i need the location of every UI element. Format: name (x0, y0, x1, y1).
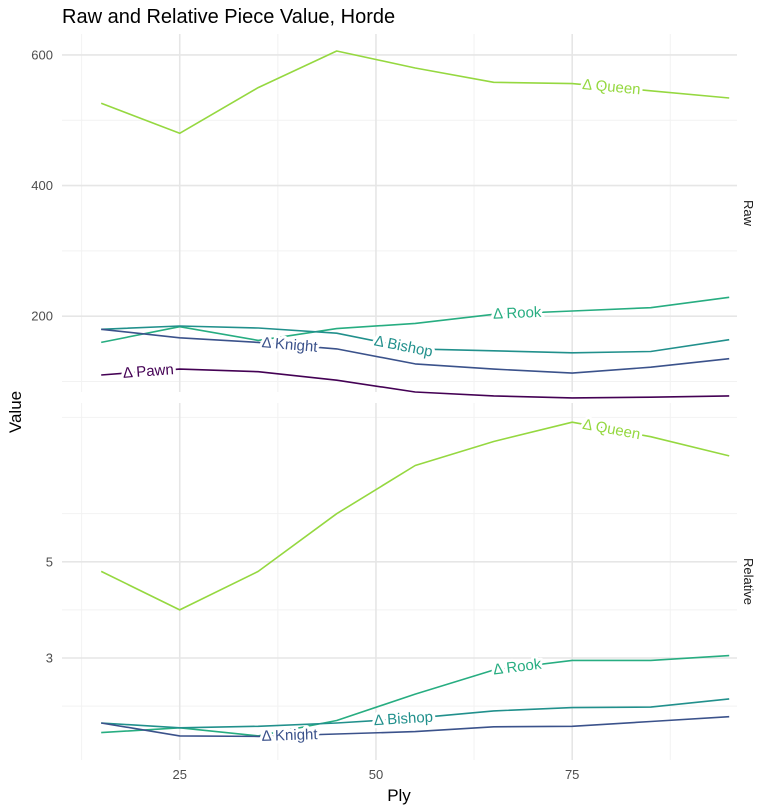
x-tick-label: 75 (565, 767, 579, 782)
series-line-rook (101, 296, 730, 344)
line-label-rook: Δ Rook (493, 304, 543, 323)
strip-label-raw: Raw (741, 200, 756, 227)
line-label-knight: Δ Knight (261, 334, 319, 356)
y-axis-title: Value (6, 391, 25, 433)
line-label-rook: Δ Rook (492, 656, 543, 679)
x-axis-title: Ply (387, 786, 411, 805)
series-line-bishop (101, 325, 730, 354)
line-label-bishop: Δ Bishop (373, 332, 434, 360)
series-line-queen (100, 50, 730, 135)
y-tick-label: 3 (46, 651, 53, 666)
strip-label-relative: Relative (741, 558, 756, 605)
series-line-knight (101, 328, 730, 374)
y-tick-label: 600 (31, 47, 53, 62)
series-line-rook (101, 654, 730, 737)
series-line-pawn (101, 368, 730, 399)
panels: 200 400 600 Raw Δ Queen Δ Rook Δ Bishop Δ Knigh… (31, 34, 756, 782)
x-tick-label: 25 (172, 767, 186, 782)
panel-relative: 3 5 Relative Δ Queen Δ Rook Δ Bishop Δ Knight (46, 403, 756, 760)
y-tick-label: 5 (46, 554, 53, 569)
x-tick-label: 50 (369, 767, 383, 782)
line-label-knight: Δ Knight (261, 726, 318, 745)
series-line-bishop (101, 698, 730, 729)
line-label-queen: Δ Queen (582, 76, 642, 98)
panel-raw: 200 400 600 Raw Δ Queen Δ Rook Δ Bishop Δ Knigh… (31, 34, 756, 399)
series-line-queen (100, 421, 730, 611)
line-label-queen: Δ Queen (581, 416, 642, 443)
line-label-pawn: Δ Pawn (122, 361, 174, 382)
y-tick-label: 400 (31, 178, 53, 193)
y-tick-label: 200 (31, 309, 53, 324)
series-line-knight (101, 715, 730, 738)
chart-title: Raw and Relative Piece Value, Horde (62, 6, 395, 28)
line-label-bishop: Δ Bishop (373, 709, 433, 730)
